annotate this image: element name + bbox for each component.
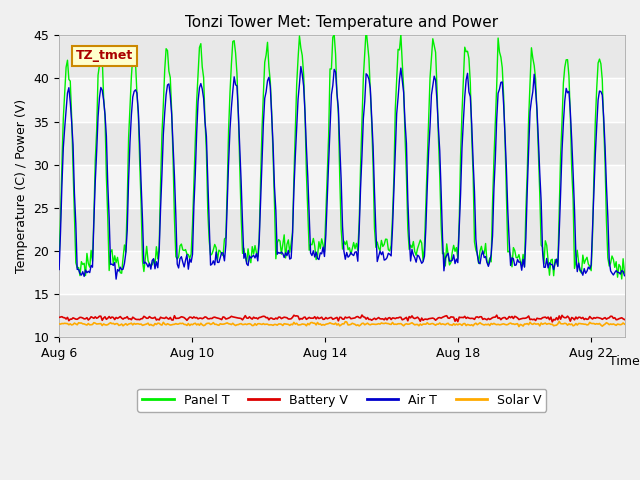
X-axis label: Time: Time — [609, 355, 640, 368]
Y-axis label: Temperature (C) / Power (V): Temperature (C) / Power (V) — [15, 99, 28, 273]
Bar — [59, 78, 625, 121]
Title: Tonzi Tower Met: Temperature and Power: Tonzi Tower Met: Temperature and Power — [185, 15, 499, 30]
Bar — [59, 251, 625, 294]
Text: TZ_tmet: TZ_tmet — [76, 49, 133, 62]
Bar — [59, 165, 625, 208]
Legend: Panel T, Battery V, Air T, Solar V: Panel T, Battery V, Air T, Solar V — [137, 389, 547, 412]
